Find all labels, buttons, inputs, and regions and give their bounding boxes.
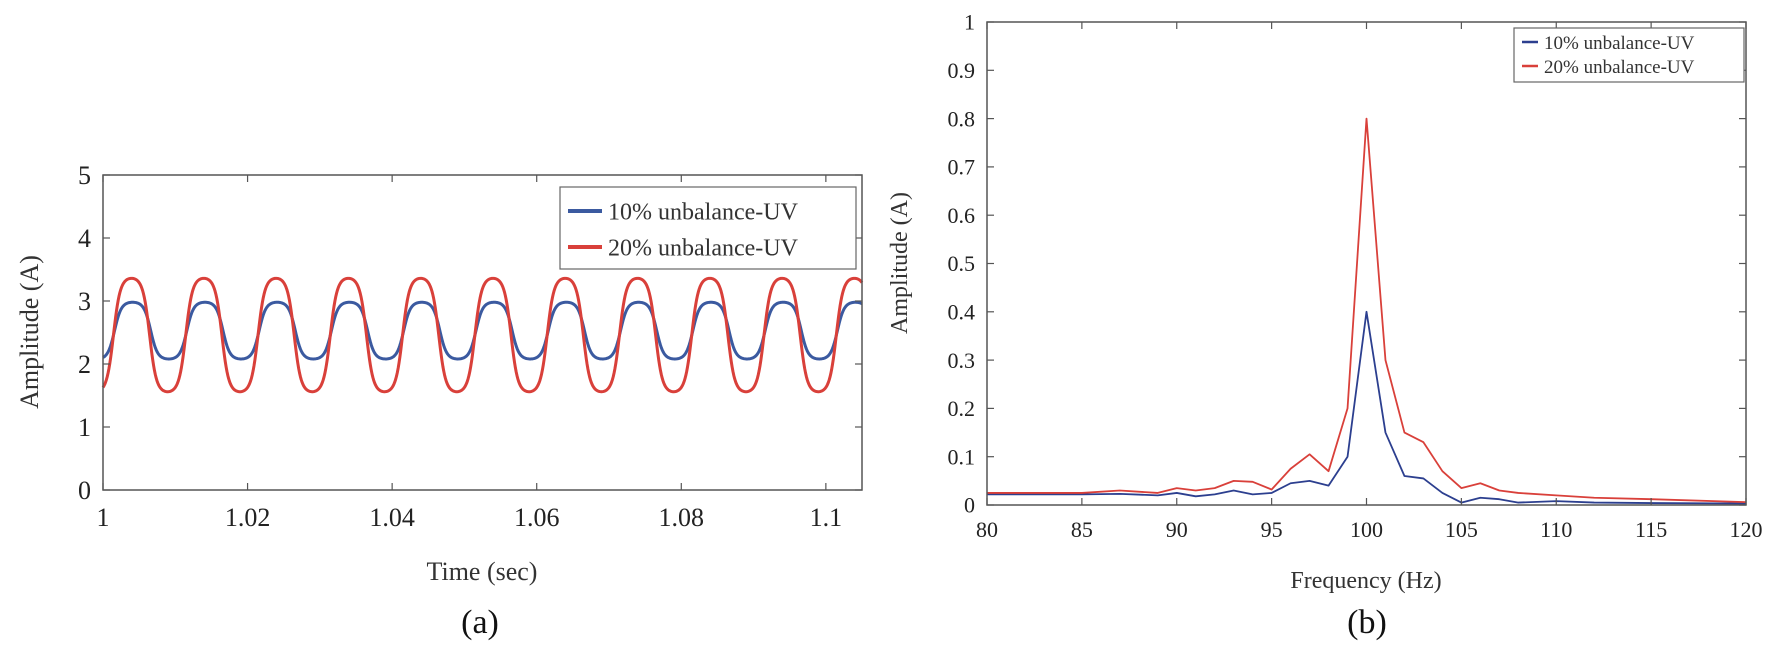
chart-b-legend-entry: 10% unbalance-UV [1544,33,1695,54]
chart-a-xtick-label: 1.04 [369,503,415,532]
chart-b-legend: 10% unbalance-UV 20% unbalance-UV [1513,27,1745,83]
chart-b-ytick-label: 0.1 [948,444,976,469]
chart-b-xlabel: Frequency (Hz) [1290,568,1441,594]
chart-a-ytick-label: 1 [78,413,91,442]
chart-a-series-layer [101,276,864,394]
chart-b-xtick-label: 100 [1350,517,1383,542]
chart-b-xtick-label: 120 [1730,517,1763,542]
chart-b-ticks-layer: 80 85 90 95 100 105 110 115 120 0 0.1 0.2 0.3 0.4 0.5 0… [948,10,1763,542]
chart-b-ylabel: Amplitude (A) [887,192,913,334]
chart-a-xlabel: Time (sec) [427,557,538,586]
chart-b-xtick-label: 110 [1540,517,1572,542]
chart-b-xtick-label: 115 [1635,517,1667,542]
chart-a-ytick-label: 2 [78,350,91,379]
chart-b-caption: (b) [1347,604,1387,641]
chart-b-series-layer [987,117,1747,505]
chart-a-xtick-label: 1.08 [659,503,705,532]
chart-b: 80 85 90 95 100 105 110 115 120 0 0.1 0.2 0.3 0.4 0.5 0… [887,10,1763,641]
chart-a-ytick-label: 5 [78,161,91,190]
chart-a-plot-frame [102,174,863,491]
chart-a-caption: (a) [461,604,499,641]
chart-b-ytick-label: 0.9 [948,58,976,83]
chart-a-series-2-line [101,276,864,394]
chart-a-legend-box [559,186,857,270]
chart-a-ytick-label: 0 [78,476,91,505]
chart-a-legend: 10% unbalance-UV 20% unbalance-UV [559,186,857,270]
chart-a-legend-entry: 10% unbalance-UV [608,200,799,226]
chart-a-ytick-label: 4 [78,224,91,253]
chart-b-xtick-label: 80 [976,517,998,542]
chart-b-ytick-label: 0.7 [948,155,976,180]
chart-b-xtick-label: 85 [1071,517,1093,542]
chart-b-legend-entry: 20% unbalance-UV [1544,57,1695,78]
chart-b-ytick-label: 0.2 [948,396,976,421]
chart-b-plot-frame [986,21,1747,506]
chart-b-ytick-label: 0 [964,493,975,518]
chart-b-series-1-line [987,310,1747,505]
chart-b-xtick-label: 105 [1445,517,1478,542]
chart-b-ytick-label: 1 [964,10,975,35]
chart-b-ytick-label: 0.3 [948,348,976,373]
chart-a-legend-entry: 20% unbalance-UV [608,236,799,262]
chart-b-xtick-label: 95 [1261,517,1283,542]
chart-b-ytick-label: 0.8 [948,106,976,131]
chart-b-ytick-label: 0.4 [948,300,976,325]
chart-a-ytick-label: 3 [78,287,91,316]
chart-b-series-2-line [987,117,1747,503]
chart-a-xtick-label: 1.1 [810,503,843,532]
chart-b-ytick-label: 0.5 [948,251,976,276]
chart-a-xtick-label: 1.02 [225,503,271,532]
chart-a-ylabel: Amplitude (A) [15,255,44,409]
chart-a-series-1-line [102,300,863,361]
chart-a-xtick-label: 1 [97,503,110,532]
chart-b-xtick-label: 90 [1166,517,1188,542]
chart-a-xtick-label: 1.06 [514,503,560,532]
chart-b-ytick-label: 0.6 [948,203,976,228]
chart-b-legend-box [1513,27,1745,83]
